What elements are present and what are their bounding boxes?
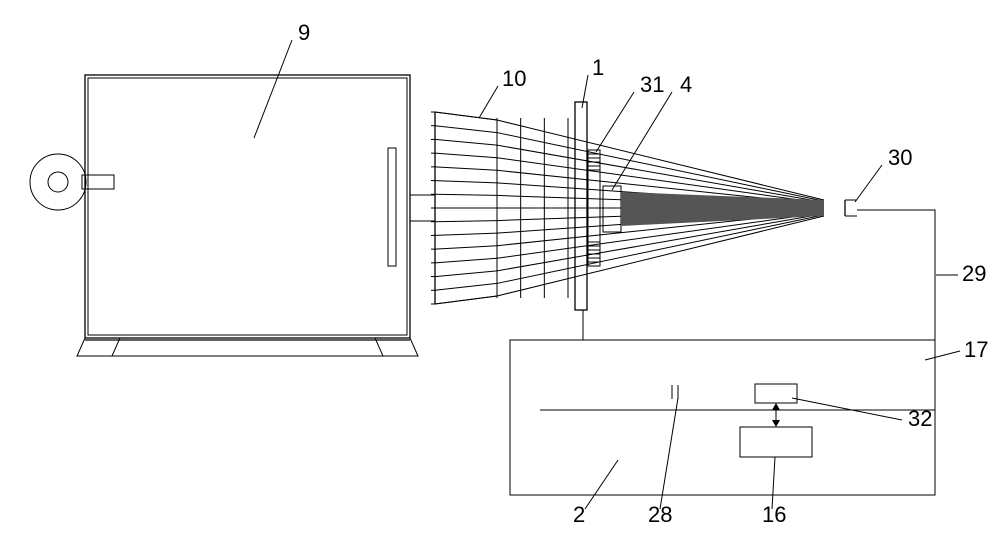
callout-30: 30 <box>888 145 912 170</box>
callout-31: 31 <box>640 72 664 97</box>
engineering-diagram: 9 10 1 31 4 30 29 17 32 2 28 16 <box>0 0 1000 533</box>
callout-32: 32 <box>908 406 932 431</box>
callout-9: 9 <box>298 20 310 45</box>
callout-4: 4 <box>680 72 692 97</box>
callout-29: 29 <box>962 261 986 286</box>
callout-16: 16 <box>762 502 786 527</box>
callout-28: 28 <box>648 502 672 527</box>
callout-17: 17 <box>964 337 988 362</box>
callout-10: 10 <box>502 66 526 91</box>
callout-1: 1 <box>592 55 604 80</box>
callout-2: 2 <box>573 502 585 527</box>
